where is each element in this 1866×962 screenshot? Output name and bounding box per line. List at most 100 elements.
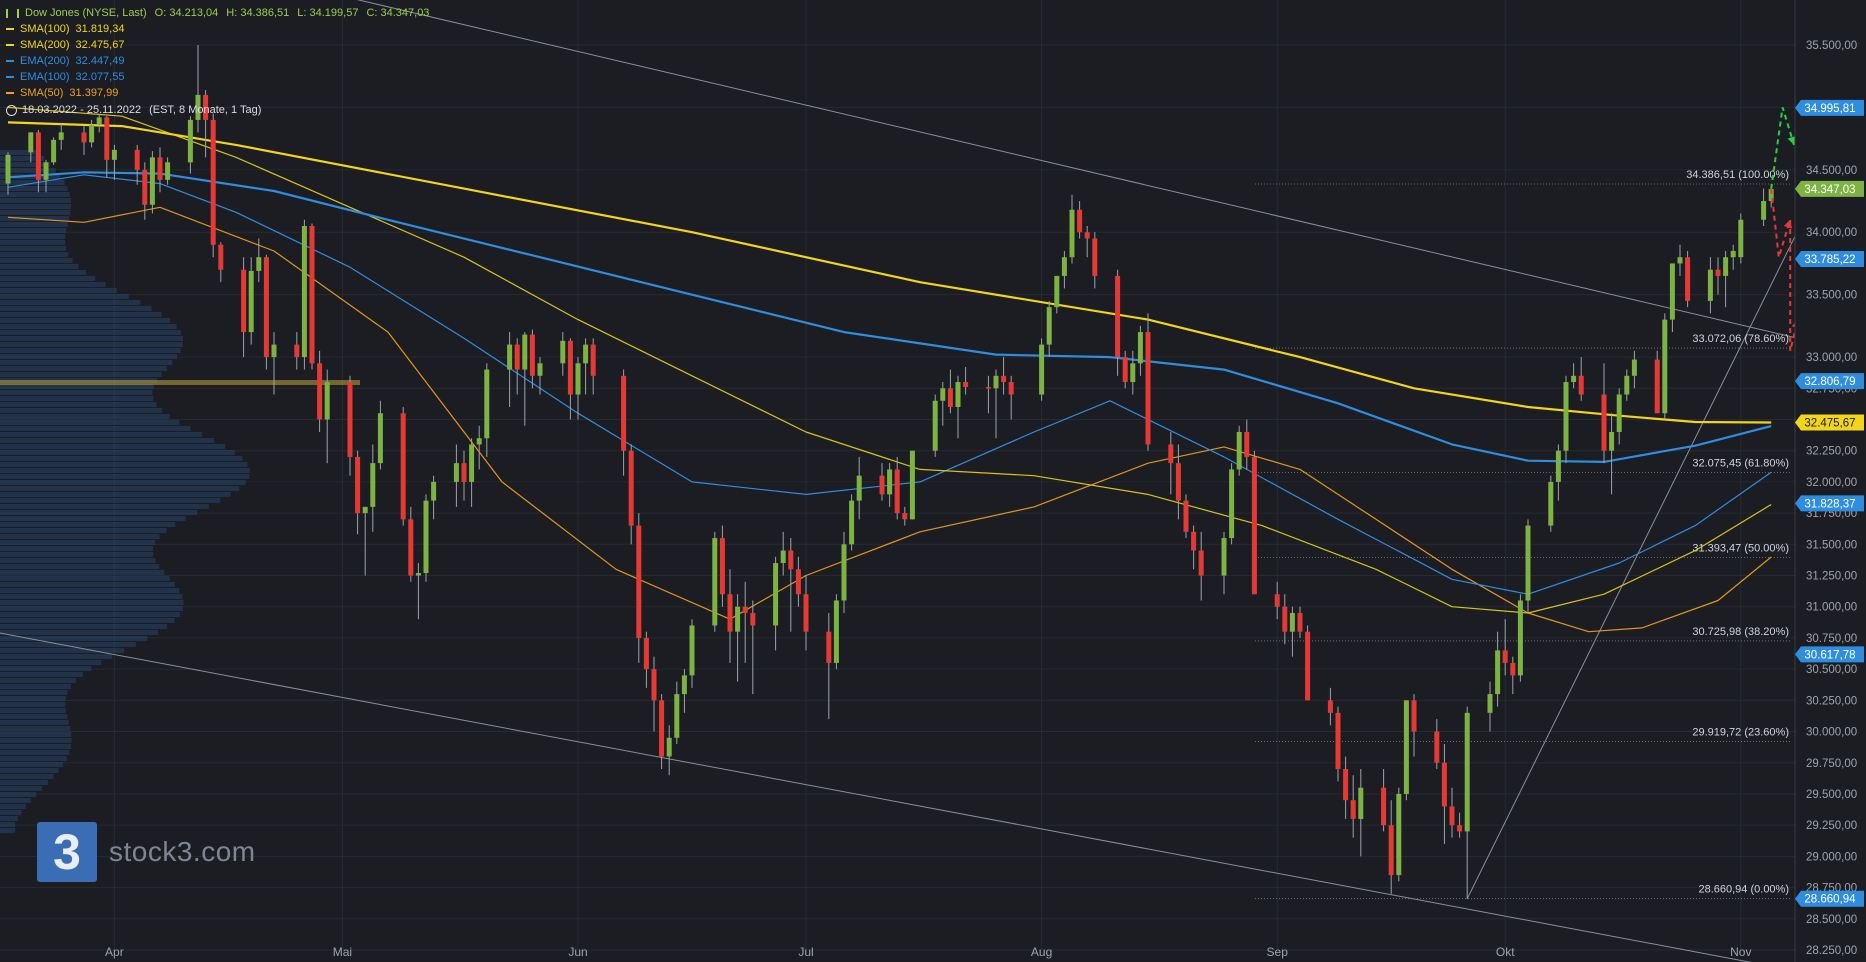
price-tag	[1795, 180, 1864, 197]
price-tag-label: 34.995,81	[1804, 103, 1855, 115]
indicator-swatch	[6, 44, 14, 46]
price-tag	[1795, 890, 1864, 907]
volume-bar	[0, 642, 136, 647]
candle-body	[788, 550, 794, 570]
volume-bar	[0, 312, 162, 317]
candle-body	[727, 594, 733, 632]
volume-bar	[0, 180, 65, 185]
close-value: C: 34.347,03	[366, 7, 430, 19]
candle-body	[1495, 650, 1501, 695]
indicator-value: 32.475,67	[75, 39, 125, 51]
volume-bar	[0, 420, 180, 425]
volume-bar	[0, 288, 117, 293]
candle-body	[1282, 606, 1288, 632]
volume-bar	[0, 750, 70, 755]
candle-body	[1183, 500, 1189, 532]
candle-body	[803, 594, 809, 632]
volume-bar	[0, 600, 184, 605]
legend-indicator-row: SMA(200) 32.475,67	[6, 37, 429, 53]
volume-bar	[0, 630, 158, 635]
candle-body	[1115, 275, 1121, 358]
volume-bar	[0, 306, 152, 311]
candle-body	[1327, 700, 1333, 713]
candle-body	[1358, 787, 1364, 819]
volume-bar	[0, 738, 72, 743]
volume-bar	[0, 324, 177, 329]
volume-bar	[0, 774, 54, 779]
clock-icon	[6, 104, 17, 116]
open-value: O: 34.213,04	[154, 7, 219, 19]
fib-level-label: 32.075,45 (61.80%)	[1692, 457, 1789, 469]
volume-bar	[0, 360, 173, 365]
volume-bar	[0, 666, 92, 671]
candle-body	[1305, 631, 1311, 701]
volume-bar	[0, 252, 69, 257]
volume-bar	[0, 816, 18, 821]
volume-bar	[0, 444, 225, 449]
volume-bar	[0, 780, 48, 785]
candle-body	[651, 669, 657, 701]
candle-body	[1548, 481, 1554, 526]
candle-body	[666, 737, 672, 757]
volume-bar	[0, 462, 248, 467]
volume-bar	[0, 294, 129, 299]
candle-body	[514, 344, 520, 370]
candle-body	[947, 388, 953, 407]
y-tick-label: 32.250,00	[1806, 446, 1857, 458]
candle-body	[833, 600, 839, 663]
candle-body	[461, 463, 467, 482]
indicator-value: 31.397,99	[69, 87, 119, 99]
candle-body	[400, 413, 406, 520]
candle-body	[826, 631, 832, 663]
candle-body	[218, 244, 224, 270]
price-tag	[1795, 495, 1864, 512]
candle-body	[241, 269, 247, 333]
indicator-value: 32.077,55	[75, 71, 125, 83]
candle-body	[590, 344, 596, 376]
candle-body	[324, 382, 330, 420]
indicator-label: SMA(50)	[20, 87, 64, 99]
stock3-logo-mark: 3	[37, 822, 97, 882]
x-tick-label: Nov	[1730, 945, 1751, 959]
candle-body	[507, 344, 513, 370]
volume-bar	[0, 708, 66, 713]
candle-body	[1236, 431, 1242, 470]
volume-bar	[0, 678, 76, 683]
candle-body	[1251, 456, 1257, 595]
volume-bar	[0, 804, 26, 809]
candle-body	[1707, 269, 1713, 301]
volume-bar	[0, 348, 181, 353]
candle-body	[476, 438, 482, 445]
candle-body	[1571, 375, 1577, 383]
volume-bar	[0, 330, 181, 335]
candle-body	[210, 119, 216, 245]
candle-body	[355, 456, 361, 514]
volume-bar	[0, 342, 183, 347]
low-value: L: 34.199,57	[297, 7, 359, 19]
volume-bar	[0, 492, 231, 497]
volume-bar	[0, 438, 214, 443]
fib-level-label: 30.725,98 (38.20%)	[1692, 626, 1789, 638]
volume-profile	[0, 150, 360, 833]
candle-body	[1168, 444, 1174, 464]
candle-body	[5, 154, 11, 184]
sma100-line	[7, 106, 1772, 614]
period-range: 18.03.2022 - 25.11.2022	[22, 104, 142, 116]
candle-body	[1464, 712, 1470, 832]
candle-body	[1084, 232, 1090, 239]
y-tick-label: 28.500,00	[1806, 914, 1857, 926]
x-tick-label: Sep	[1267, 945, 1289, 959]
volume-bar	[0, 762, 64, 767]
y-tick-label: 31.250,00	[1806, 571, 1857, 583]
candle-body	[1061, 257, 1067, 276]
volume-bar	[0, 516, 186, 521]
y-tick-label: 29.500,00	[1806, 789, 1857, 801]
projection-up	[1770, 107, 1795, 190]
candle-body	[431, 481, 437, 501]
y-tick-label: 34.500,00	[1806, 165, 1857, 177]
volume-bar	[0, 636, 148, 641]
volume-bar	[0, 510, 198, 515]
price-tag	[1795, 99, 1864, 116]
volume-bar	[0, 432, 203, 437]
